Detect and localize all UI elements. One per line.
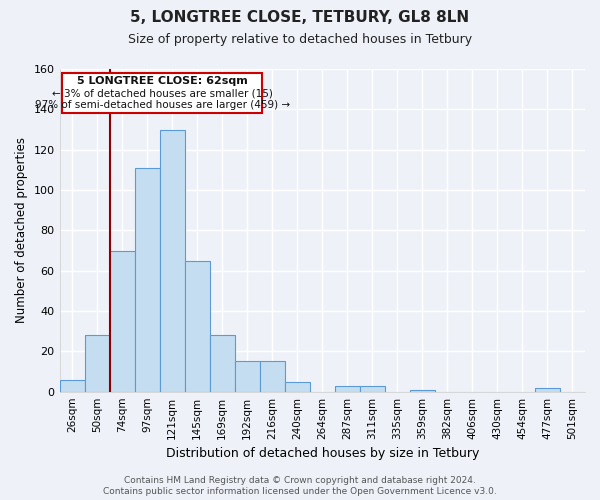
- Bar: [235, 362, 260, 392]
- Text: ← 3% of detached houses are smaller (15): ← 3% of detached houses are smaller (15): [52, 88, 272, 98]
- Bar: [209, 335, 235, 392]
- Bar: [134, 168, 160, 392]
- Text: 5, LONGTREE CLOSE, TETBURY, GL8 8LN: 5, LONGTREE CLOSE, TETBURY, GL8 8LN: [130, 10, 470, 25]
- Bar: [410, 390, 435, 392]
- Text: Contains public sector information licensed under the Open Government Licence v3: Contains public sector information licen…: [103, 487, 497, 496]
- Y-axis label: Number of detached properties: Number of detached properties: [15, 138, 28, 324]
- Bar: [260, 362, 285, 392]
- Bar: [185, 260, 209, 392]
- Bar: [535, 388, 560, 392]
- FancyBboxPatch shape: [62, 73, 262, 114]
- Bar: [85, 335, 110, 392]
- Text: 5 LONGTREE CLOSE: 62sqm: 5 LONGTREE CLOSE: 62sqm: [77, 76, 248, 86]
- Text: Size of property relative to detached houses in Tetbury: Size of property relative to detached ho…: [128, 32, 472, 46]
- Bar: [110, 250, 134, 392]
- Text: Contains HM Land Registry data © Crown copyright and database right 2024.: Contains HM Land Registry data © Crown c…: [124, 476, 476, 485]
- Bar: [335, 386, 360, 392]
- Bar: [59, 380, 85, 392]
- Bar: [360, 386, 385, 392]
- X-axis label: Distribution of detached houses by size in Tetbury: Distribution of detached houses by size …: [166, 447, 479, 460]
- Text: 97% of semi-detached houses are larger (459) →: 97% of semi-detached houses are larger (…: [35, 100, 290, 110]
- Bar: [160, 130, 185, 392]
- Bar: [285, 382, 310, 392]
